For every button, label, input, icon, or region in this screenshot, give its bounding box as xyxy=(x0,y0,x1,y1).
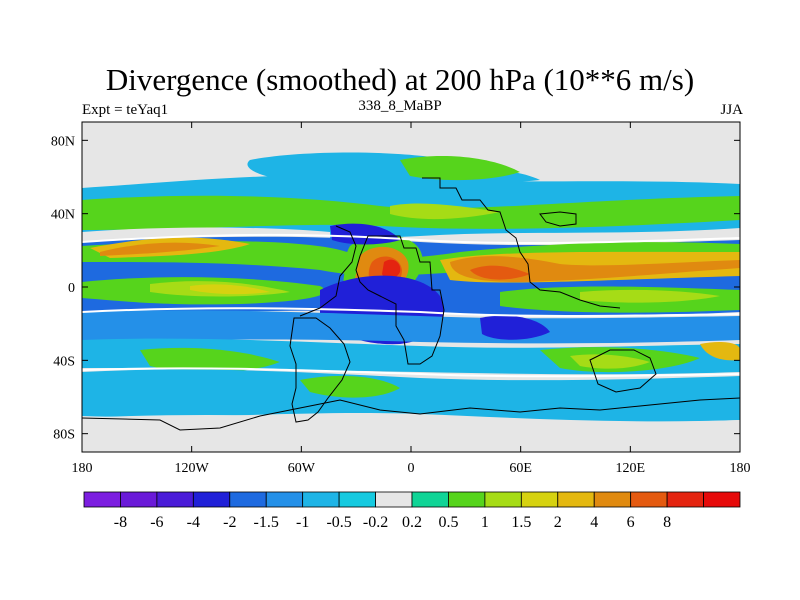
colorbar-label: 0.2 xyxy=(402,514,422,531)
colorbar-label: 8 xyxy=(663,514,671,531)
colorbar-swatch xyxy=(120,491,158,508)
contour-region xyxy=(470,265,530,280)
x-tick-label: 60E xyxy=(509,461,532,476)
contour-region xyxy=(190,284,270,295)
season-label: JJA xyxy=(720,102,743,118)
colorbar-swatch xyxy=(593,491,632,508)
colorbar-label: -1 xyxy=(296,514,309,531)
contour-region xyxy=(400,156,520,181)
contour-region xyxy=(700,342,740,361)
colorbar-swatch xyxy=(302,491,340,508)
colorbar-swatch xyxy=(375,491,413,508)
colorbar-label: 0.5 xyxy=(438,514,458,531)
coastline-north-america xyxy=(299,225,357,317)
colorbar-swatch xyxy=(156,491,194,508)
colorbar-label: 1 xyxy=(481,514,489,531)
y-tick-label: 0 xyxy=(68,281,75,296)
colorbar-swatch xyxy=(448,491,486,508)
gap-line xyxy=(82,307,740,317)
coastline-antarctica xyxy=(82,397,740,431)
contour-region xyxy=(82,310,740,344)
colorbar-swatch xyxy=(630,491,668,508)
colorbar-swatch xyxy=(557,491,595,508)
colorbar-swatch xyxy=(229,491,267,508)
colorbar-swatch xyxy=(520,491,559,508)
contour-region xyxy=(382,259,401,280)
colorbar-swatch xyxy=(484,491,522,508)
coastline-east-asia xyxy=(539,211,577,227)
x-tick-label: 0 xyxy=(408,461,415,476)
colorbar-swatch xyxy=(192,491,231,508)
colorbar-label: 2 xyxy=(554,514,562,531)
y-tick-label: 80N xyxy=(51,134,75,149)
colorbar-label: -4 xyxy=(187,514,200,531)
x-tick-label: 120W xyxy=(175,461,210,476)
colorbar-swatch xyxy=(411,491,449,508)
coastline-africa xyxy=(355,235,445,365)
y-tick-label: 80S xyxy=(53,428,75,443)
map-field xyxy=(82,122,740,452)
x-axis: 180 120W 60W 0 60E 120E 180 xyxy=(72,122,751,476)
colorbar-label: -6 xyxy=(150,514,163,531)
chart-title: Divergence (smoothed) at 200 hPa (10**6 … xyxy=(105,62,695,97)
colorbar-swatch xyxy=(83,491,121,508)
colorbar-label: -8 xyxy=(114,514,127,531)
contour-region xyxy=(570,354,650,369)
colorbar-label: 4 xyxy=(590,514,598,531)
x-tick-label: 60W xyxy=(288,461,316,476)
x-tick-label: 180 xyxy=(72,461,93,476)
colorbar-label: -1.5 xyxy=(254,514,279,531)
colorbar-swatch xyxy=(703,491,741,508)
x-tick-label: 180 xyxy=(730,461,751,476)
experiment-label: Expt = teYaq1 xyxy=(82,102,169,118)
colorbar-swatch xyxy=(338,491,376,508)
colorbar: -8 -6 -4 -2 -1.5 -1 -0.5 -0.2 0.2 0.5 1 1.5 2 4 6 8 xyxy=(83,491,741,531)
colorbar-label: -0.2 xyxy=(363,514,388,531)
colorbar-swatch xyxy=(666,491,704,508)
colorbar-swatch xyxy=(265,491,304,508)
coastline-australia xyxy=(589,349,657,393)
contour-region xyxy=(580,289,720,303)
gap-line xyxy=(82,233,740,245)
contour-region xyxy=(480,315,550,340)
y-axis: 80N 40N 0 40S 80S xyxy=(51,134,740,443)
gap-line xyxy=(82,367,740,378)
x-tick-label: 120E xyxy=(616,461,646,476)
coastline-eurasia xyxy=(422,177,621,309)
contour-region xyxy=(330,223,400,245)
run-label: 338_8_MaBP xyxy=(358,98,442,114)
contour-region xyxy=(300,375,400,398)
y-tick-label: 40S xyxy=(53,354,75,369)
contour-region xyxy=(140,347,280,373)
coastline-south-america xyxy=(289,317,351,423)
y-tick-label: 40N xyxy=(51,208,75,223)
colorbar-label: -2 xyxy=(223,514,236,531)
contour-region xyxy=(100,242,220,256)
colorbar-label: 1.5 xyxy=(511,514,531,531)
contour-region xyxy=(82,414,740,452)
colorbar-label: 6 xyxy=(627,514,635,531)
colorbar-label: -0.5 xyxy=(326,514,351,531)
contour-region xyxy=(390,203,500,220)
